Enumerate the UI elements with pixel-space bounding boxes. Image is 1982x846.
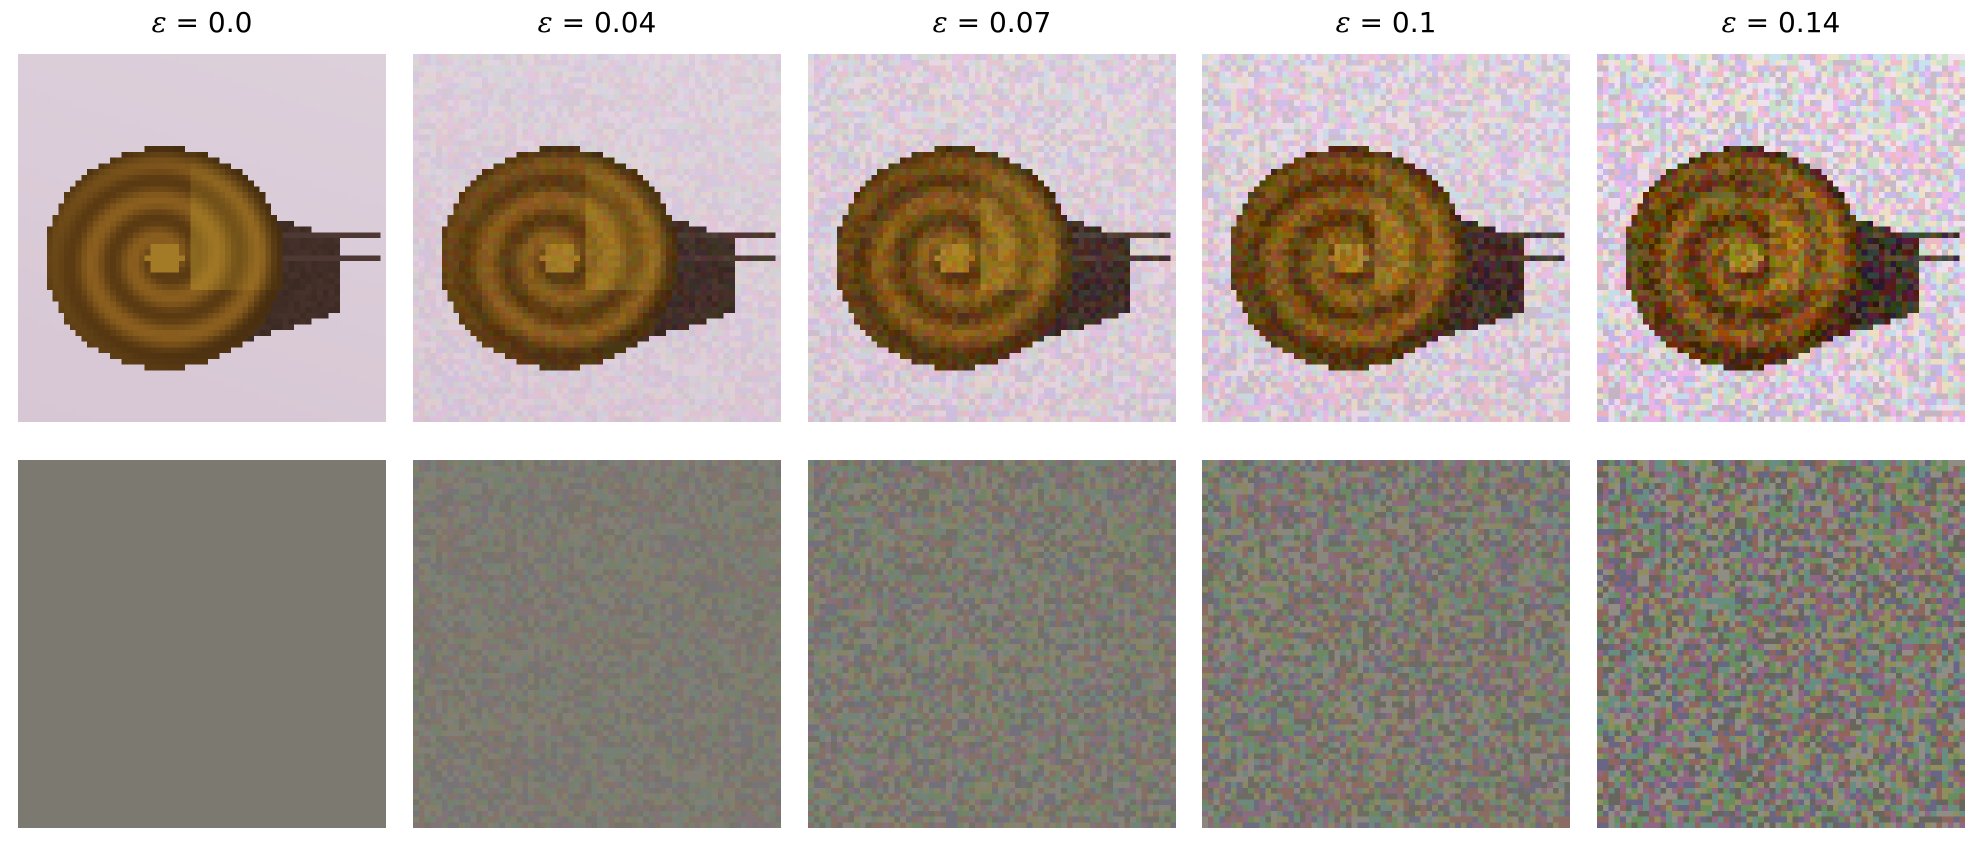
column-title: ε = 0.04 <box>413 6 781 39</box>
snail-image <box>18 54 386 422</box>
perturbation-image <box>1202 460 1570 828</box>
column-title: ε = 0.14 <box>1597 6 1965 39</box>
epsilon-symbol: ε <box>151 6 167 39</box>
epsilon-value: 0.14 <box>1777 6 1841 39</box>
perturbed-image-panel <box>808 54 1176 422</box>
column-title: ε = 0.07 <box>808 6 1176 39</box>
snail-image <box>413 54 781 422</box>
equals-sign: = <box>175 6 199 39</box>
equals-sign: = <box>1745 6 1770 39</box>
equals-sign: = <box>956 6 981 39</box>
epsilon-value: 0.04 <box>593 6 657 39</box>
epsilon-value: 0.1 <box>1391 6 1437 39</box>
column-title: ε = 0.1 <box>1202 6 1570 39</box>
perturbation-panel <box>1202 460 1570 828</box>
epsilon-value: 0.07 <box>988 6 1052 39</box>
perturbed-image-panel <box>1597 54 1965 422</box>
perturbation-panel <box>1597 460 1965 828</box>
perturbed-image-panel <box>18 54 386 422</box>
perturbation-panel <box>808 460 1176 828</box>
equals-sign: = <box>561 6 586 39</box>
perturbation-image <box>1597 460 1965 828</box>
snail-image <box>808 54 1176 422</box>
perturbation-image <box>413 460 781 828</box>
column-title: ε = 0.0 <box>18 6 386 39</box>
perturbation-panel <box>413 460 781 828</box>
epsilon-symbol: ε <box>537 6 553 39</box>
perturbation-panel <box>18 460 386 828</box>
perturbed-image-panel <box>1202 54 1570 422</box>
perturbation-image <box>808 460 1176 828</box>
epsilon-value: 0.0 <box>207 6 253 39</box>
snail-image <box>1202 54 1570 422</box>
epsilon-symbol: ε <box>1721 6 1737 39</box>
epsilon-symbol: ε <box>932 6 948 39</box>
snail-image <box>1597 54 1965 422</box>
equals-sign: = <box>1359 6 1383 39</box>
perturbed-image-panel <box>413 54 781 422</box>
perturbation-image <box>18 460 386 828</box>
epsilon-symbol: ε <box>1335 6 1351 39</box>
